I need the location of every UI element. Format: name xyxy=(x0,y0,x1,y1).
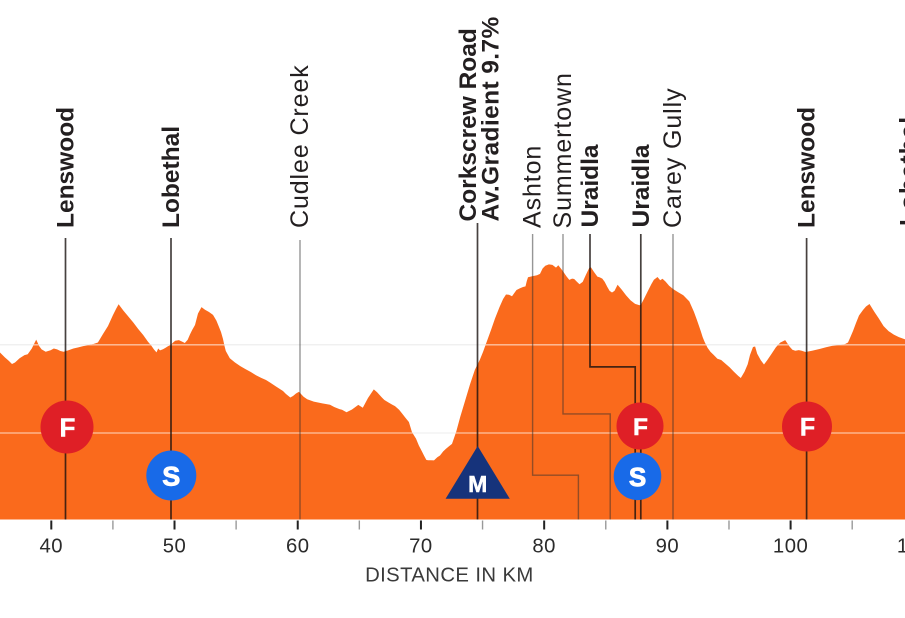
svg-text:40: 40 xyxy=(40,536,64,558)
svg-text:70: 70 xyxy=(409,536,433,558)
svg-text:Lobethal: Lobethal xyxy=(158,126,185,228)
svg-text:F: F xyxy=(60,412,76,442)
svg-text:60: 60 xyxy=(286,536,310,558)
svg-text:Uraidla: Uraidla xyxy=(577,144,604,227)
svg-text:Uraidla: Uraidla xyxy=(628,144,655,227)
svg-text:80: 80 xyxy=(532,536,556,558)
svg-text:Ashton: Ashton xyxy=(519,145,547,228)
svg-text:50: 50 xyxy=(163,536,187,558)
svg-text:Cudlee Creek: Cudlee Creek xyxy=(286,64,314,228)
svg-text:DISTANCE IN KM: DISTANCE IN KM xyxy=(365,564,534,586)
svg-text:F: F xyxy=(800,414,815,442)
svg-text:Av.Gradient 9.7%: Av.Gradient 9.7% xyxy=(478,16,505,221)
svg-text:100: 100 xyxy=(773,536,808,558)
svg-text:S: S xyxy=(162,461,180,491)
svg-text:Summertown: Summertown xyxy=(549,72,577,228)
svg-text:90: 90 xyxy=(656,536,680,558)
svg-text:F: F xyxy=(633,414,648,441)
svg-text:Carey Gully: Carey Gully xyxy=(659,88,687,229)
svg-text:M: M xyxy=(468,471,487,497)
svg-text:110: 110 xyxy=(897,536,905,558)
svg-text:Lenswood: Lenswood xyxy=(794,107,821,228)
svg-text:Lenswood: Lenswood xyxy=(53,107,80,228)
svg-text:Lobethal: Lobethal xyxy=(896,116,905,226)
svg-text:S: S xyxy=(629,462,646,492)
